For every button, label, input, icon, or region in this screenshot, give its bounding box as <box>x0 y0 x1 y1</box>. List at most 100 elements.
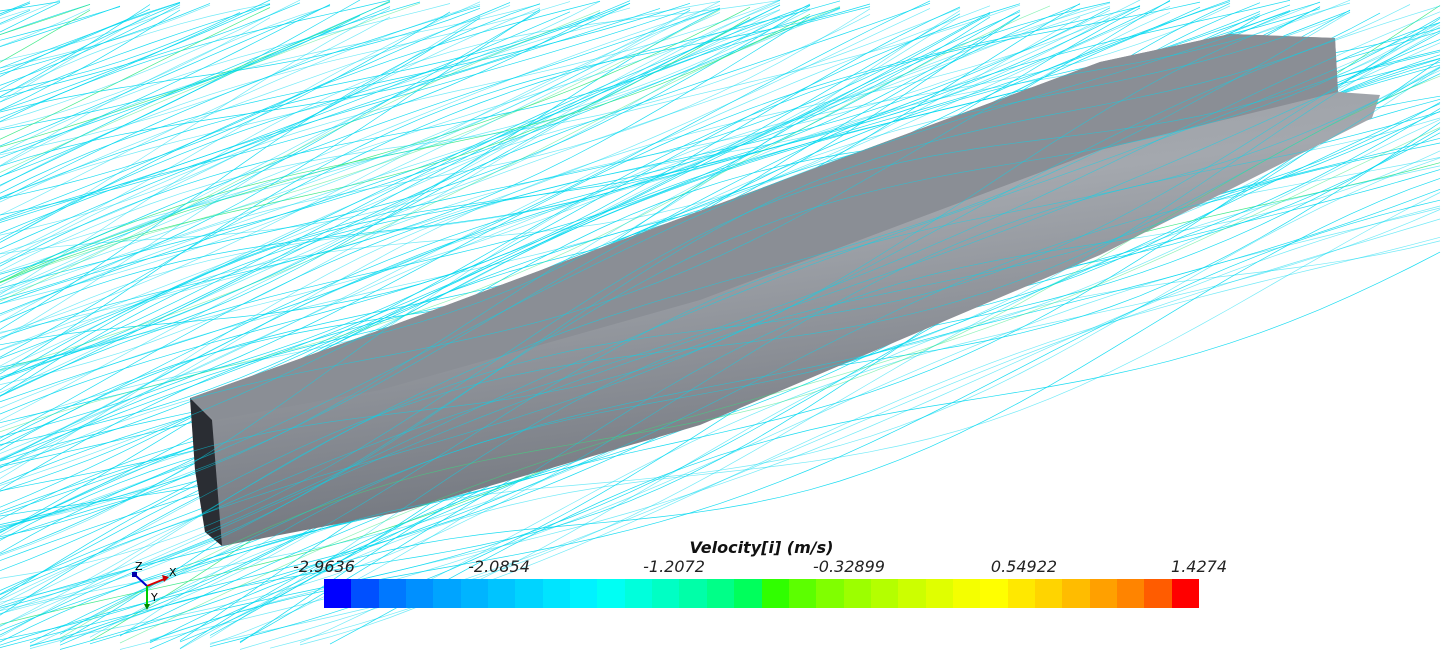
colorbar-segment <box>652 579 680 608</box>
axes-triad-icon <box>132 572 169 610</box>
streamline <box>0 7 721 280</box>
streamline <box>0 16 1081 367</box>
colorbar-segment <box>1171 579 1199 608</box>
streamline <box>119 30 1441 637</box>
streamline <box>0 0 1351 527</box>
streamline <box>0 9 781 298</box>
colorbar-segment <box>706 579 735 608</box>
colorbar-segment <box>870 579 899 608</box>
colorbar-segment <box>761 579 789 608</box>
streamline <box>0 7 631 292</box>
streamline <box>0 0 721 298</box>
legend-tick-label: 1.4274 <box>1171 557 1227 576</box>
streamline <box>0 6 391 154</box>
streamline <box>0 7 841 380</box>
streamline <box>0 7 181 62</box>
colorbar-segment <box>624 579 653 608</box>
streamline <box>0 8 811 385</box>
streamline <box>0 4 211 69</box>
streamline <box>0 15 361 131</box>
streamline <box>0 17 1111 479</box>
colorbar-segment <box>1034 579 1063 608</box>
streamline <box>0 11 1441 611</box>
streamline <box>0 7 841 289</box>
streamline <box>0 4 271 103</box>
streamline <box>0 0 1171 447</box>
streamline <box>0 3 451 154</box>
legend-title: Velocity[i] (m/s) <box>0 538 1448 557</box>
streamline <box>0 7 391 243</box>
streamline <box>0 11 1171 474</box>
axis-y-label: Y <box>151 591 158 604</box>
streamline <box>0 5 1171 409</box>
streamline <box>0 8 661 250</box>
streamline <box>0 0 301 123</box>
streamline <box>29 117 1441 646</box>
streamline <box>0 5 511 203</box>
streamline <box>0 22 1441 612</box>
streamline <box>0 9 31 24</box>
axes-triad[interactable]: Z X Y <box>125 558 185 618</box>
streamline <box>0 9 91 63</box>
streamline <box>0 0 601 243</box>
streamline <box>0 7 961 394</box>
streamline <box>0 10 601 302</box>
streamline <box>0 1 391 186</box>
axis-x-label: X <box>169 566 177 579</box>
colorbar-segment <box>433 579 461 608</box>
streamline <box>0 4 1021 371</box>
streamline <box>0 5 1231 556</box>
streamline <box>0 4 331 159</box>
streamline <box>149 178 1441 644</box>
streamline <box>0 2 781 371</box>
streamline <box>0 3 211 75</box>
hull-deck <box>190 34 1338 420</box>
streamline <box>0 1 481 258</box>
streamline <box>0 2 421 173</box>
streamline <box>0 3 271 112</box>
streamline <box>0 2 511 220</box>
streamline <box>59 75 1441 639</box>
streamline <box>0 6 1141 438</box>
legend-tick-label: -2.9636 <box>293 557 355 576</box>
colorbar-segment <box>788 579 817 608</box>
streamline <box>179 192 1441 650</box>
streamline <box>0 22 1441 615</box>
hull-body <box>190 34 1380 546</box>
streamline <box>0 16 991 397</box>
streamline <box>0 9 811 287</box>
streamline <box>0 0 601 198</box>
streamline <box>0 9 691 294</box>
colorbar-segment <box>1062 579 1090 608</box>
streamline <box>0 6 751 283</box>
colorbar-segment <box>597 579 625 608</box>
streamline <box>0 1 571 187</box>
streamline <box>0 4 781 315</box>
streamline <box>0 6 871 380</box>
streamline <box>299 209 1441 643</box>
legend-tick-label: 0.54922 <box>990 557 1058 576</box>
streamline <box>0 2 181 90</box>
legend-tick-label: -2.0854 <box>468 557 530 576</box>
colorbar-segment <box>460 579 489 608</box>
colorbar-segment <box>952 579 981 608</box>
streamline <box>0 11 1351 627</box>
streamline <box>0 5 841 371</box>
streamline <box>0 13 871 272</box>
streamline <box>0 12 601 221</box>
colorbar-segment <box>378 579 407 608</box>
streamline <box>0 12 1351 528</box>
streamline <box>0 3 871 375</box>
streamline <box>209 150 1441 645</box>
streamline <box>0 12 241 92</box>
streamline <box>0 10 691 264</box>
axis-z-label: Z <box>135 560 143 573</box>
streamline <box>0 8 31 20</box>
streamline <box>0 4 721 274</box>
streamline <box>209 67 1441 639</box>
colorbar-segment <box>1007 579 1035 608</box>
streamline <box>0 3 541 167</box>
streamline <box>29 119 1441 647</box>
